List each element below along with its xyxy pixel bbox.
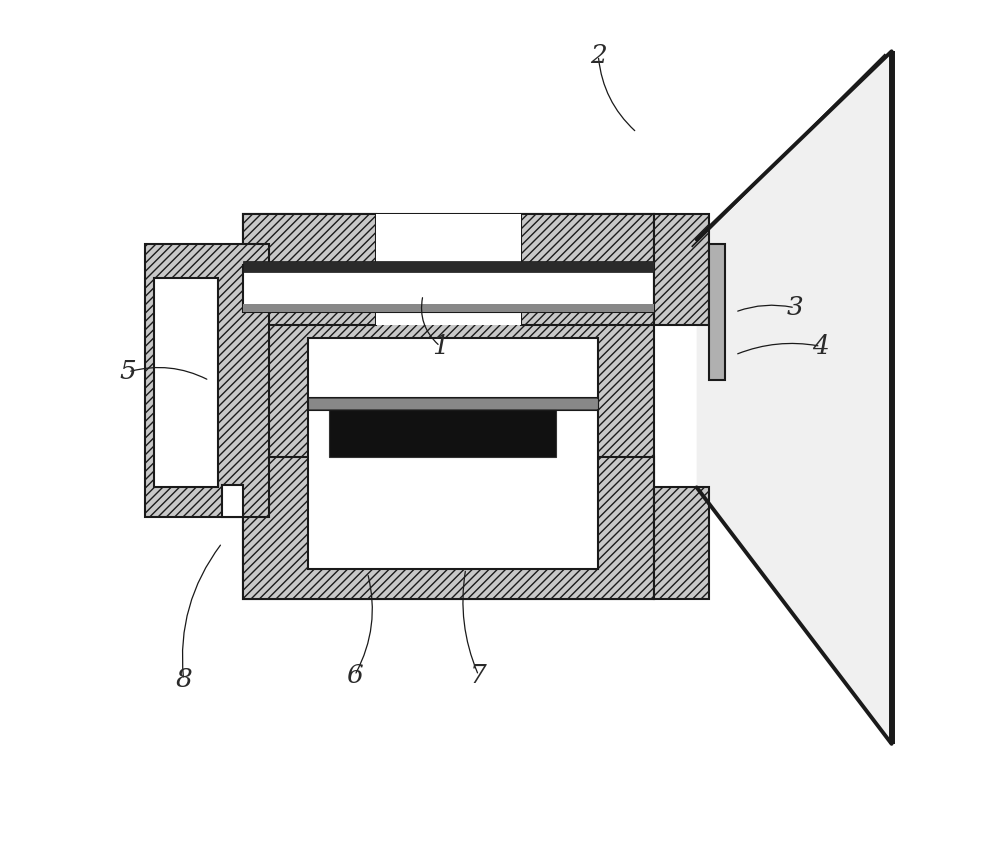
Bar [243, 214, 654, 598]
Bar [154, 278, 218, 487]
Text: 2: 2 [590, 43, 607, 68]
Text: 4: 4 [812, 333, 829, 359]
Bar [376, 214, 521, 325]
Bar [145, 244, 269, 517]
Bar [308, 338, 598, 569]
Bar [222, 485, 243, 517]
Bar [654, 487, 709, 598]
Text: 5: 5 [120, 359, 136, 385]
Bar [308, 398, 598, 409]
Bar [329, 410, 556, 457]
Polygon shape [697, 51, 892, 744]
Bar [243, 214, 376, 325]
Text: 6: 6 [346, 663, 363, 688]
Bar [243, 304, 654, 312]
Text: 8: 8 [175, 667, 192, 693]
Bar [709, 244, 725, 380]
Bar [243, 457, 654, 598]
Bar [243, 261, 654, 272]
Bar [521, 214, 654, 325]
Bar [243, 265, 654, 312]
Bar [308, 397, 598, 410]
Text: 7: 7 [470, 663, 487, 688]
Bar [654, 214, 709, 325]
Text: 1: 1 [432, 333, 449, 359]
Text: 3: 3 [787, 295, 803, 321]
